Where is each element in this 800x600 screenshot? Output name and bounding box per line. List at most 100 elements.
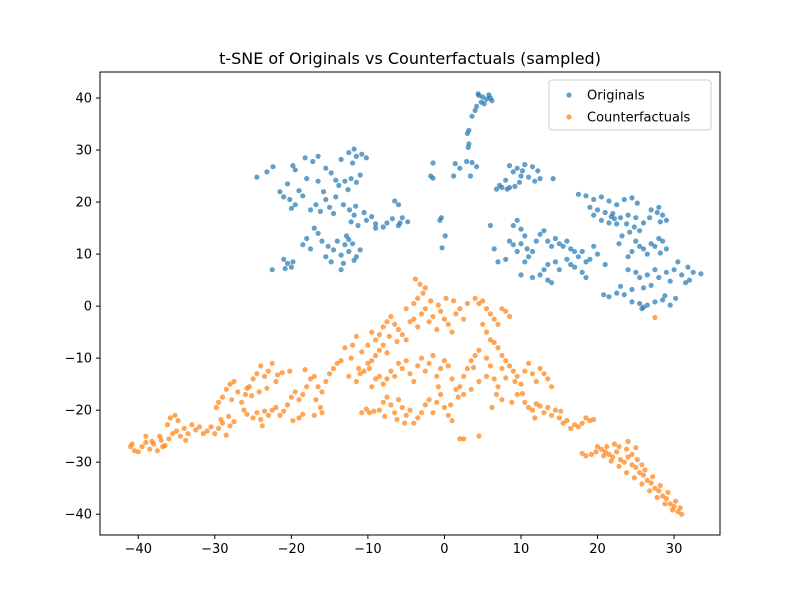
- data-point: [302, 155, 308, 161]
- data-point: [594, 207, 601, 213]
- data-point: [583, 274, 589, 281]
- data-point: [167, 415, 173, 421]
- data-point: [208, 424, 214, 430]
- data-point: [193, 427, 199, 433]
- data-point: [334, 238, 340, 244]
- data-point: [392, 410, 398, 416]
- data-point: [366, 410, 372, 416]
- data-point: [629, 286, 635, 293]
- data-point: [506, 163, 513, 169]
- data-point: [157, 433, 163, 439]
- data-point: [327, 371, 333, 377]
- data-point: [541, 410, 547, 416]
- data-point: [216, 425, 222, 431]
- data-point: [445, 363, 451, 369]
- data-point: [640, 472, 647, 478]
- data-point: [216, 399, 222, 405]
- data-point: [453, 311, 459, 317]
- data-point: [451, 173, 457, 179]
- data-point: [657, 219, 663, 225]
- data-point: [405, 219, 411, 225]
- data-point: [256, 389, 262, 395]
- data-point: [545, 261, 551, 268]
- data-point: [457, 384, 463, 390]
- data-point: [648, 480, 654, 486]
- data-point: [461, 316, 467, 322]
- data-point: [288, 205, 294, 211]
- data-point: [644, 272, 650, 278]
- y-tick-label: 30: [75, 144, 92, 159]
- data-point: [588, 451, 595, 457]
- data-point: [160, 444, 166, 450]
- data-point: [315, 384, 321, 390]
- data-point: [631, 224, 637, 230]
- data-point: [606, 451, 612, 457]
- data-point: [487, 311, 493, 317]
- data-point: [328, 170, 334, 176]
- data-point: [537, 176, 543, 182]
- data-point: [524, 246, 530, 252]
- data-point: [300, 242, 306, 248]
- data-point: [529, 274, 536, 281]
- data-point: [135, 449, 141, 455]
- data-point: [560, 243, 566, 249]
- data-point: [587, 204, 593, 210]
- data-point: [353, 179, 359, 185]
- data-point: [639, 306, 645, 312]
- data-point: [330, 210, 337, 217]
- data-point: [449, 329, 455, 335]
- data-point: [545, 277, 551, 283]
- y-tick-label: −40: [65, 508, 92, 523]
- data-point: [357, 371, 363, 377]
- data-point: [629, 248, 635, 255]
- data-point: [397, 220, 403, 226]
- data-point: [526, 360, 532, 366]
- data-point: [667, 501, 673, 507]
- data-point: [223, 386, 229, 392]
- y-tick-label: 10: [75, 248, 92, 263]
- data-point: [315, 178, 321, 184]
- y-tick-label: 20: [75, 196, 92, 211]
- data-point: [426, 397, 432, 403]
- data-point: [415, 415, 421, 421]
- data-point: [394, 338, 400, 345]
- data-point: [411, 316, 417, 322]
- data-point: [552, 259, 559, 265]
- data-point: [468, 358, 474, 364]
- data-point: [602, 261, 608, 268]
- data-point: [550, 176, 556, 182]
- data-point: [275, 372, 281, 378]
- data-point: [465, 144, 471, 150]
- legend: Originals Counterfactuals: [548, 79, 712, 131]
- data-point: [403, 412, 409, 418]
- data-point: [231, 378, 237, 385]
- data-point: [320, 189, 327, 195]
- data-point: [601, 292, 607, 298]
- data-point: [376, 407, 382, 413]
- data-point: [273, 378, 279, 385]
- data-point: [634, 457, 640, 463]
- data-point: [616, 444, 622, 450]
- data-point: [346, 236, 352, 243]
- data-point: [288, 264, 294, 270]
- data-point: [608, 458, 614, 464]
- data-point: [510, 222, 516, 229]
- data-point: [434, 326, 440, 333]
- data-point: [200, 431, 206, 437]
- data-point: [313, 202, 319, 208]
- data-point: [533, 238, 539, 244]
- data-point: [604, 444, 610, 450]
- data-point: [637, 228, 643, 234]
- data-point: [491, 246, 497, 252]
- data-point: [642, 467, 648, 473]
- data-point: [457, 436, 463, 442]
- data-point: [483, 329, 490, 335]
- data-point: [662, 501, 668, 507]
- data-point: [196, 424, 203, 430]
- data-point: [441, 358, 447, 364]
- data-point: [438, 391, 444, 398]
- data-point: [351, 257, 357, 263]
- data-point: [583, 415, 589, 421]
- data-point: [143, 439, 149, 445]
- data-point: [625, 254, 631, 260]
